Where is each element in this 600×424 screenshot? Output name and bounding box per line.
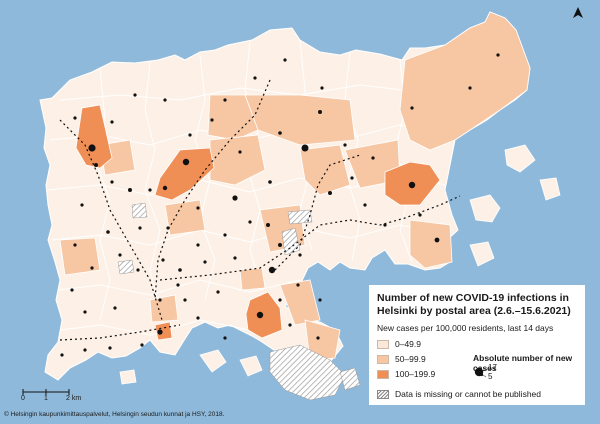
areas-50-99: [59, 11, 531, 361]
island-east-1: [469, 194, 501, 223]
hatch-swatch: [377, 389, 389, 399]
legend-class-low: 0–49.9: [377, 339, 421, 349]
swatch-mid: [377, 354, 389, 364]
swatch-high: [377, 369, 389, 379]
areas-missing: [117, 202, 361, 401]
legend-missing-label: Data is missing or cannot be published: [395, 389, 541, 399]
legend-missing: Data is missing or cannot be published: [377, 389, 541, 399]
case-dots: [60, 53, 500, 357]
legend-class-mid-label: 50–99.9: [395, 354, 426, 364]
island-south-2: [239, 355, 263, 377]
areas-100-199: [75, 104, 441, 341]
legend-class-mid: 50–99.9: [377, 354, 426, 364]
rail-lines: [59, 79, 461, 341]
legend-class-high: 100–199.9: [377, 369, 435, 379]
legend-class-low-label: 0–49.9: [395, 339, 421, 349]
island-east-4: [469, 241, 495, 267]
legend-dot-sizes: [474, 367, 487, 378]
scale-label-1: 1: [44, 395, 48, 402]
legend-class-high-label: 100–199.9: [395, 369, 436, 379]
legend-absolute-max: 17: [488, 363, 497, 372]
scale-label-2: 2 km: [66, 395, 82, 402]
legend-absolute-min: 5: [488, 372, 493, 381]
legend-title: Number of new COVID-19 infections in Hel…: [377, 292, 571, 317]
copyright-text: © Helsingin kaupunkimittauspalvelut, Hel…: [4, 411, 225, 418]
island-east-3: [539, 177, 561, 201]
scale-label-0: 0: [21, 395, 25, 402]
island-south-3: [119, 369, 137, 385]
north-arrow-icon: [571, 6, 585, 25]
island-east-2: [504, 144, 536, 173]
island-south-1: [199, 349, 227, 373]
swatch-low: [377, 339, 389, 349]
map-legend: Number of new COVID-19 infections in Hel…: [369, 285, 585, 405]
legend-absolute-title: Absolute number of new cases: [473, 353, 573, 373]
legend-subtitle: New cases per 100,000 residents, last 14…: [377, 323, 554, 333]
scale-bar: [22, 389, 70, 395]
